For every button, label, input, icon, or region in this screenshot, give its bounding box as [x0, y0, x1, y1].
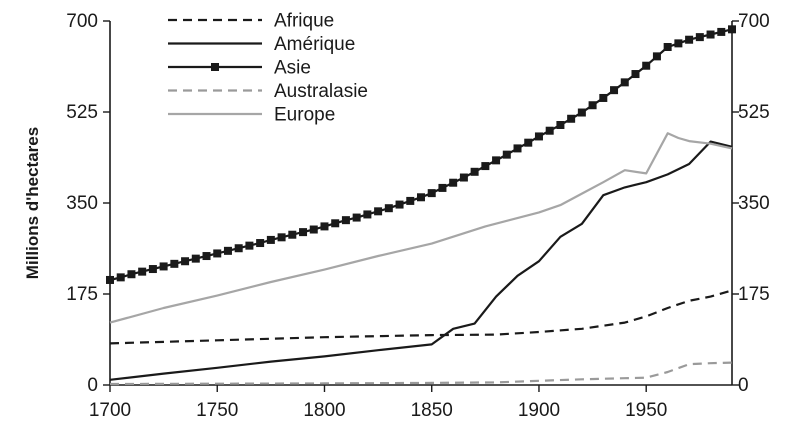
- data-point-asie: [674, 39, 683, 48]
- data-point-asie: [610, 86, 619, 95]
- data-point-asie: [277, 233, 286, 242]
- legend-label-afrique: Afrique: [274, 11, 334, 32]
- y-tick-label-left: 350: [66, 193, 98, 214]
- data-point-asie: [631, 70, 640, 79]
- data-point-asie: [588, 101, 597, 110]
- plot-area: [106, 25, 736, 386]
- data-point-asie: [652, 52, 661, 61]
- y-tick-label-right: 175: [738, 284, 770, 305]
- y-tick-label-left: 700: [66, 11, 98, 32]
- data-point-asie: [138, 267, 147, 276]
- data-point-asie: [695, 33, 704, 42]
- data-point-asie: [170, 259, 179, 268]
- series-line-afrique: [109, 289, 733, 345]
- data-point-asie: [127, 270, 136, 279]
- data-point-asie: [502, 150, 511, 159]
- data-point-asie: [234, 244, 243, 253]
- legend-label-asie: Asie: [274, 58, 311, 79]
- data-point-asie: [384, 204, 393, 213]
- axes: 0 175 350 525 700 0 175 350 525 700 1700 1750 1800 18…: [66, 11, 769, 421]
- data-point-asie: [481, 162, 490, 171]
- data-point-asie: [470, 167, 479, 176]
- data-point-asie: [181, 257, 190, 266]
- data-point-asie: [663, 43, 672, 51]
- data-point-asie: [438, 183, 447, 192]
- x-tick-label: 1900: [518, 400, 560, 421]
- y-tick-label-left: 525: [66, 102, 98, 123]
- series-line-amerique: [109, 140, 733, 381]
- y-tick-label-right: 700: [738, 11, 770, 32]
- y-axis-title: Millions d'hectares: [23, 127, 42, 279]
- data-point-asie: [223, 246, 232, 255]
- data-point-asie: [406, 196, 415, 205]
- data-point-asie: [213, 249, 222, 258]
- legend-label-europe: Europe: [274, 105, 335, 126]
- data-point-asie: [545, 126, 554, 135]
- data-point-asie: [352, 213, 361, 222]
- data-point-asie: [459, 173, 468, 182]
- data-point-asie: [331, 219, 340, 228]
- x-tick-label: 1700: [89, 400, 131, 421]
- y-axis-title-group: Millions d'hectares: [23, 127, 42, 279]
- x-tick-label: 1950: [625, 400, 667, 421]
- data-point-asie: [577, 108, 586, 117]
- data-point-asie: [534, 132, 543, 141]
- data-point-asie: [341, 216, 350, 225]
- data-point-asie: [427, 189, 436, 198]
- y-tick-label-left: 0: [87, 375, 98, 396]
- data-point-asie: [202, 252, 211, 261]
- data-point-asie: [148, 265, 157, 274]
- x-tick-label: 1750: [196, 400, 238, 421]
- x-tick-label: 1800: [303, 400, 345, 421]
- data-point-asie: [706, 30, 715, 39]
- data-point-asie: [256, 239, 265, 248]
- data-point-asie: [717, 27, 726, 36]
- legend-marker-asie: [211, 63, 219, 71]
- x-tick-label: 1850: [411, 400, 453, 421]
- data-point-asie: [599, 93, 608, 102]
- data-point-asie: [513, 144, 522, 153]
- data-point-asie: [309, 225, 318, 234]
- data-point-asie: [395, 200, 404, 209]
- data-point-asie: [567, 114, 576, 123]
- data-point-asie: [288, 230, 297, 239]
- data-point-asie: [191, 254, 200, 263]
- data-point-asie: [524, 138, 533, 147]
- data-point-asie: [159, 262, 168, 271]
- data-point-asie: [363, 210, 372, 219]
- data-point-asie: [266, 235, 275, 244]
- data-point-asie: [556, 121, 565, 129]
- y-tick-label-right: 0: [738, 375, 749, 396]
- data-point-asie: [620, 78, 629, 87]
- data-point-asie: [320, 222, 329, 231]
- data-point-asie: [728, 25, 736, 34]
- y-tick-label-left: 175: [66, 284, 98, 305]
- data-point-asie: [245, 241, 254, 250]
- data-point-asie: [106, 275, 114, 284]
- data-point-asie: [492, 156, 501, 165]
- data-point-asie: [417, 193, 425, 202]
- legend-label-amerique: Amérique: [274, 34, 355, 55]
- data-point-asie: [299, 228, 308, 237]
- legend-label-australasie: Australasie: [274, 81, 368, 102]
- y-tick-label-right: 525: [738, 102, 770, 123]
- series-line-europe: [109, 132, 733, 324]
- data-point-asie: [642, 61, 651, 70]
- data-point-asie: [449, 178, 458, 187]
- y-tick-label-right: 350: [738, 193, 770, 214]
- data-point-asie: [685, 35, 694, 44]
- data-point-asie: [374, 207, 383, 216]
- series-line-australasie: [109, 361, 733, 386]
- data-point-asie: [116, 273, 125, 282]
